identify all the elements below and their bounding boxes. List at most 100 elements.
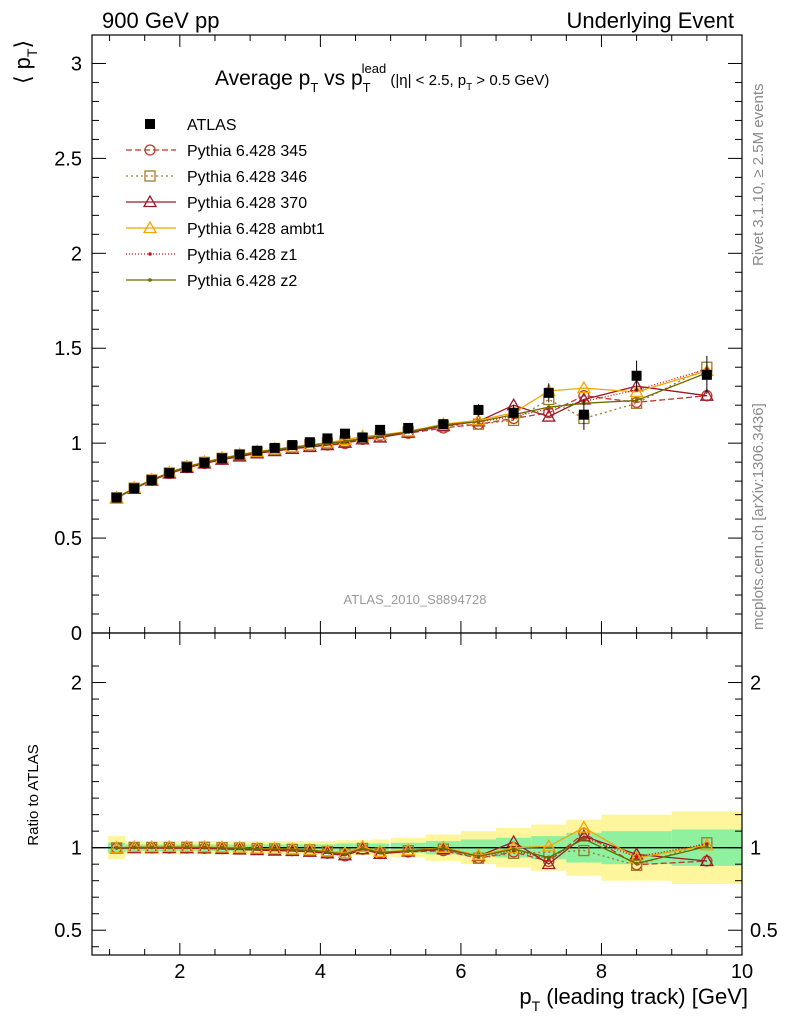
legend-label-4: Pythia 6.428 z1 — [187, 247, 297, 264]
plot-title: Average pT vs pTlead (|η| < 2.5, pT > 0.… — [215, 61, 549, 95]
x-tick-label: 6 — [455, 961, 466, 983]
ratio-5-point — [325, 850, 330, 854]
reference-point — [181, 462, 192, 473]
reference-point — [146, 475, 157, 486]
x-tick-label: 4 — [315, 961, 326, 983]
xlabel-rest: (leading track) [GeV] — [540, 984, 748, 1009]
y-tick-label: 1.5 — [54, 338, 82, 360]
ratio-3-point — [144, 839, 159, 853]
ratio-y-tick-label: 2 — [71, 673, 82, 695]
ratio-5-point — [237, 846, 242, 850]
ratio-5-point — [441, 846, 446, 851]
series-3-point — [576, 380, 592, 394]
ratio-3-point — [337, 845, 353, 859]
ratio-3-point — [214, 839, 230, 853]
y-axis-label-main: ⟨ pT⟩ — [10, 40, 40, 84]
ratio-2-point — [629, 847, 644, 860]
reference-point — [199, 457, 210, 468]
plot-title-vs: vs p — [318, 67, 362, 90]
reference-point — [111, 492, 122, 503]
reference-point — [701, 369, 712, 380]
ratio-3-point — [285, 842, 300, 855]
legend-marker-atlas — [145, 119, 155, 129]
series-3-point — [337, 432, 353, 446]
ratio-5-point — [272, 847, 277, 851]
reference-point — [438, 419, 449, 430]
ratio-y-tick-label-right: 0.5 — [750, 920, 778, 942]
plot-title-vs-sub: T — [363, 80, 371, 95]
ratio-y-tick-label-right: 2 — [750, 673, 761, 695]
reference-point — [234, 449, 245, 460]
reference-point — [375, 424, 386, 435]
reference-point — [357, 432, 368, 443]
reference-point — [322, 433, 333, 444]
ratio-frame — [91, 632, 743, 956]
reference-point — [578, 409, 589, 420]
ylabel-close: ⟩ — [10, 40, 35, 49]
main-panel: 0 0.5 1 1.5 2 2.5 3 — [54, 34, 743, 955]
series-5-point — [634, 398, 639, 403]
plot-title-cuts: (|η| < 2.5, p — [386, 72, 466, 89]
ratio-2-point — [699, 853, 714, 867]
legend-marker-2 — [142, 194, 158, 208]
ratio-panel: 2 4 6 8 10 0.5 0.5 1 1 2 2 — [54, 632, 778, 983]
ylabel-open: ⟨ p — [10, 57, 35, 84]
legend-marker-5 — [148, 278, 152, 282]
ratio-5-point — [308, 848, 312, 853]
ratio-5-point — [582, 837, 586, 841]
side-text-bottom: mcplots.cern.ch [arXiv:1306.3436] — [750, 403, 767, 630]
series-5-point — [343, 439, 347, 444]
ratio-5-point — [634, 861, 639, 866]
y-tick-label: 1 — [71, 433, 82, 455]
reference-point — [543, 387, 554, 398]
reference-point — [403, 422, 414, 433]
ratio-5-point — [705, 844, 709, 849]
ratio-y-tick-label-right: 1 — [750, 838, 761, 860]
plot-title-main-sub: T — [310, 80, 318, 95]
series-5-point — [476, 419, 481, 424]
legend-label-5: Pythia 6.428 z2 — [187, 273, 297, 290]
ratio-3-point — [127, 839, 142, 853]
series-1-point — [630, 397, 643, 409]
ratio-5-point — [202, 845, 207, 850]
plot-title-main: Average p — [215, 67, 310, 90]
ratio-2-point — [506, 834, 521, 848]
reference-point — [473, 404, 484, 415]
ratio-5-point — [360, 846, 365, 851]
legend-marker-3 — [142, 220, 158, 234]
ylabel-sub: T — [24, 48, 40, 57]
reference-point — [164, 468, 175, 479]
series-5-point — [546, 405, 551, 409]
legend-marker-0 — [144, 144, 156, 156]
ratio-3-point — [250, 841, 265, 854]
legend-marker-4 — [148, 252, 152, 256]
ratio-5-point — [220, 846, 224, 850]
ratio-3-point — [109, 840, 124, 854]
xlabel-p: p — [519, 984, 531, 1009]
ratio-5-point — [546, 855, 551, 860]
ratio-line-5 — [116, 838, 708, 865]
ratio-3-point — [267, 841, 282, 855]
header-left: 900 GeV pp — [102, 8, 219, 33]
ratio-3-point — [699, 837, 714, 851]
side-text-top: Rivet 3.1.10, ≥ 2.5M events — [750, 84, 767, 267]
y-tick-label: 3 — [71, 53, 82, 75]
ratio-3-point — [541, 839, 556, 852]
ratio-3-point — [355, 839, 370, 853]
ratio-5-point — [114, 846, 119, 850]
legend-label-3: Pythia 6.428 ambt1 — [187, 221, 325, 238]
ratio-3-point — [320, 843, 335, 857]
ratio-2-point — [372, 846, 388, 859]
series-3-point — [629, 384, 644, 398]
y-axis-label-ratio: Ratio to ATLAS — [25, 744, 42, 845]
plot-title-cuts-tail: > 0.5 GeV) — [472, 72, 549, 89]
reference-point — [129, 483, 140, 494]
ratio-5-point — [476, 854, 481, 859]
ratio-y-tick-label: 1 — [71, 838, 82, 860]
ratio-3-point — [162, 839, 177, 853]
ratio-3-point — [401, 843, 416, 856]
series-2-point — [541, 409, 556, 422]
series-line-2 — [116, 385, 707, 499]
series-line-3 — [116, 370, 708, 499]
